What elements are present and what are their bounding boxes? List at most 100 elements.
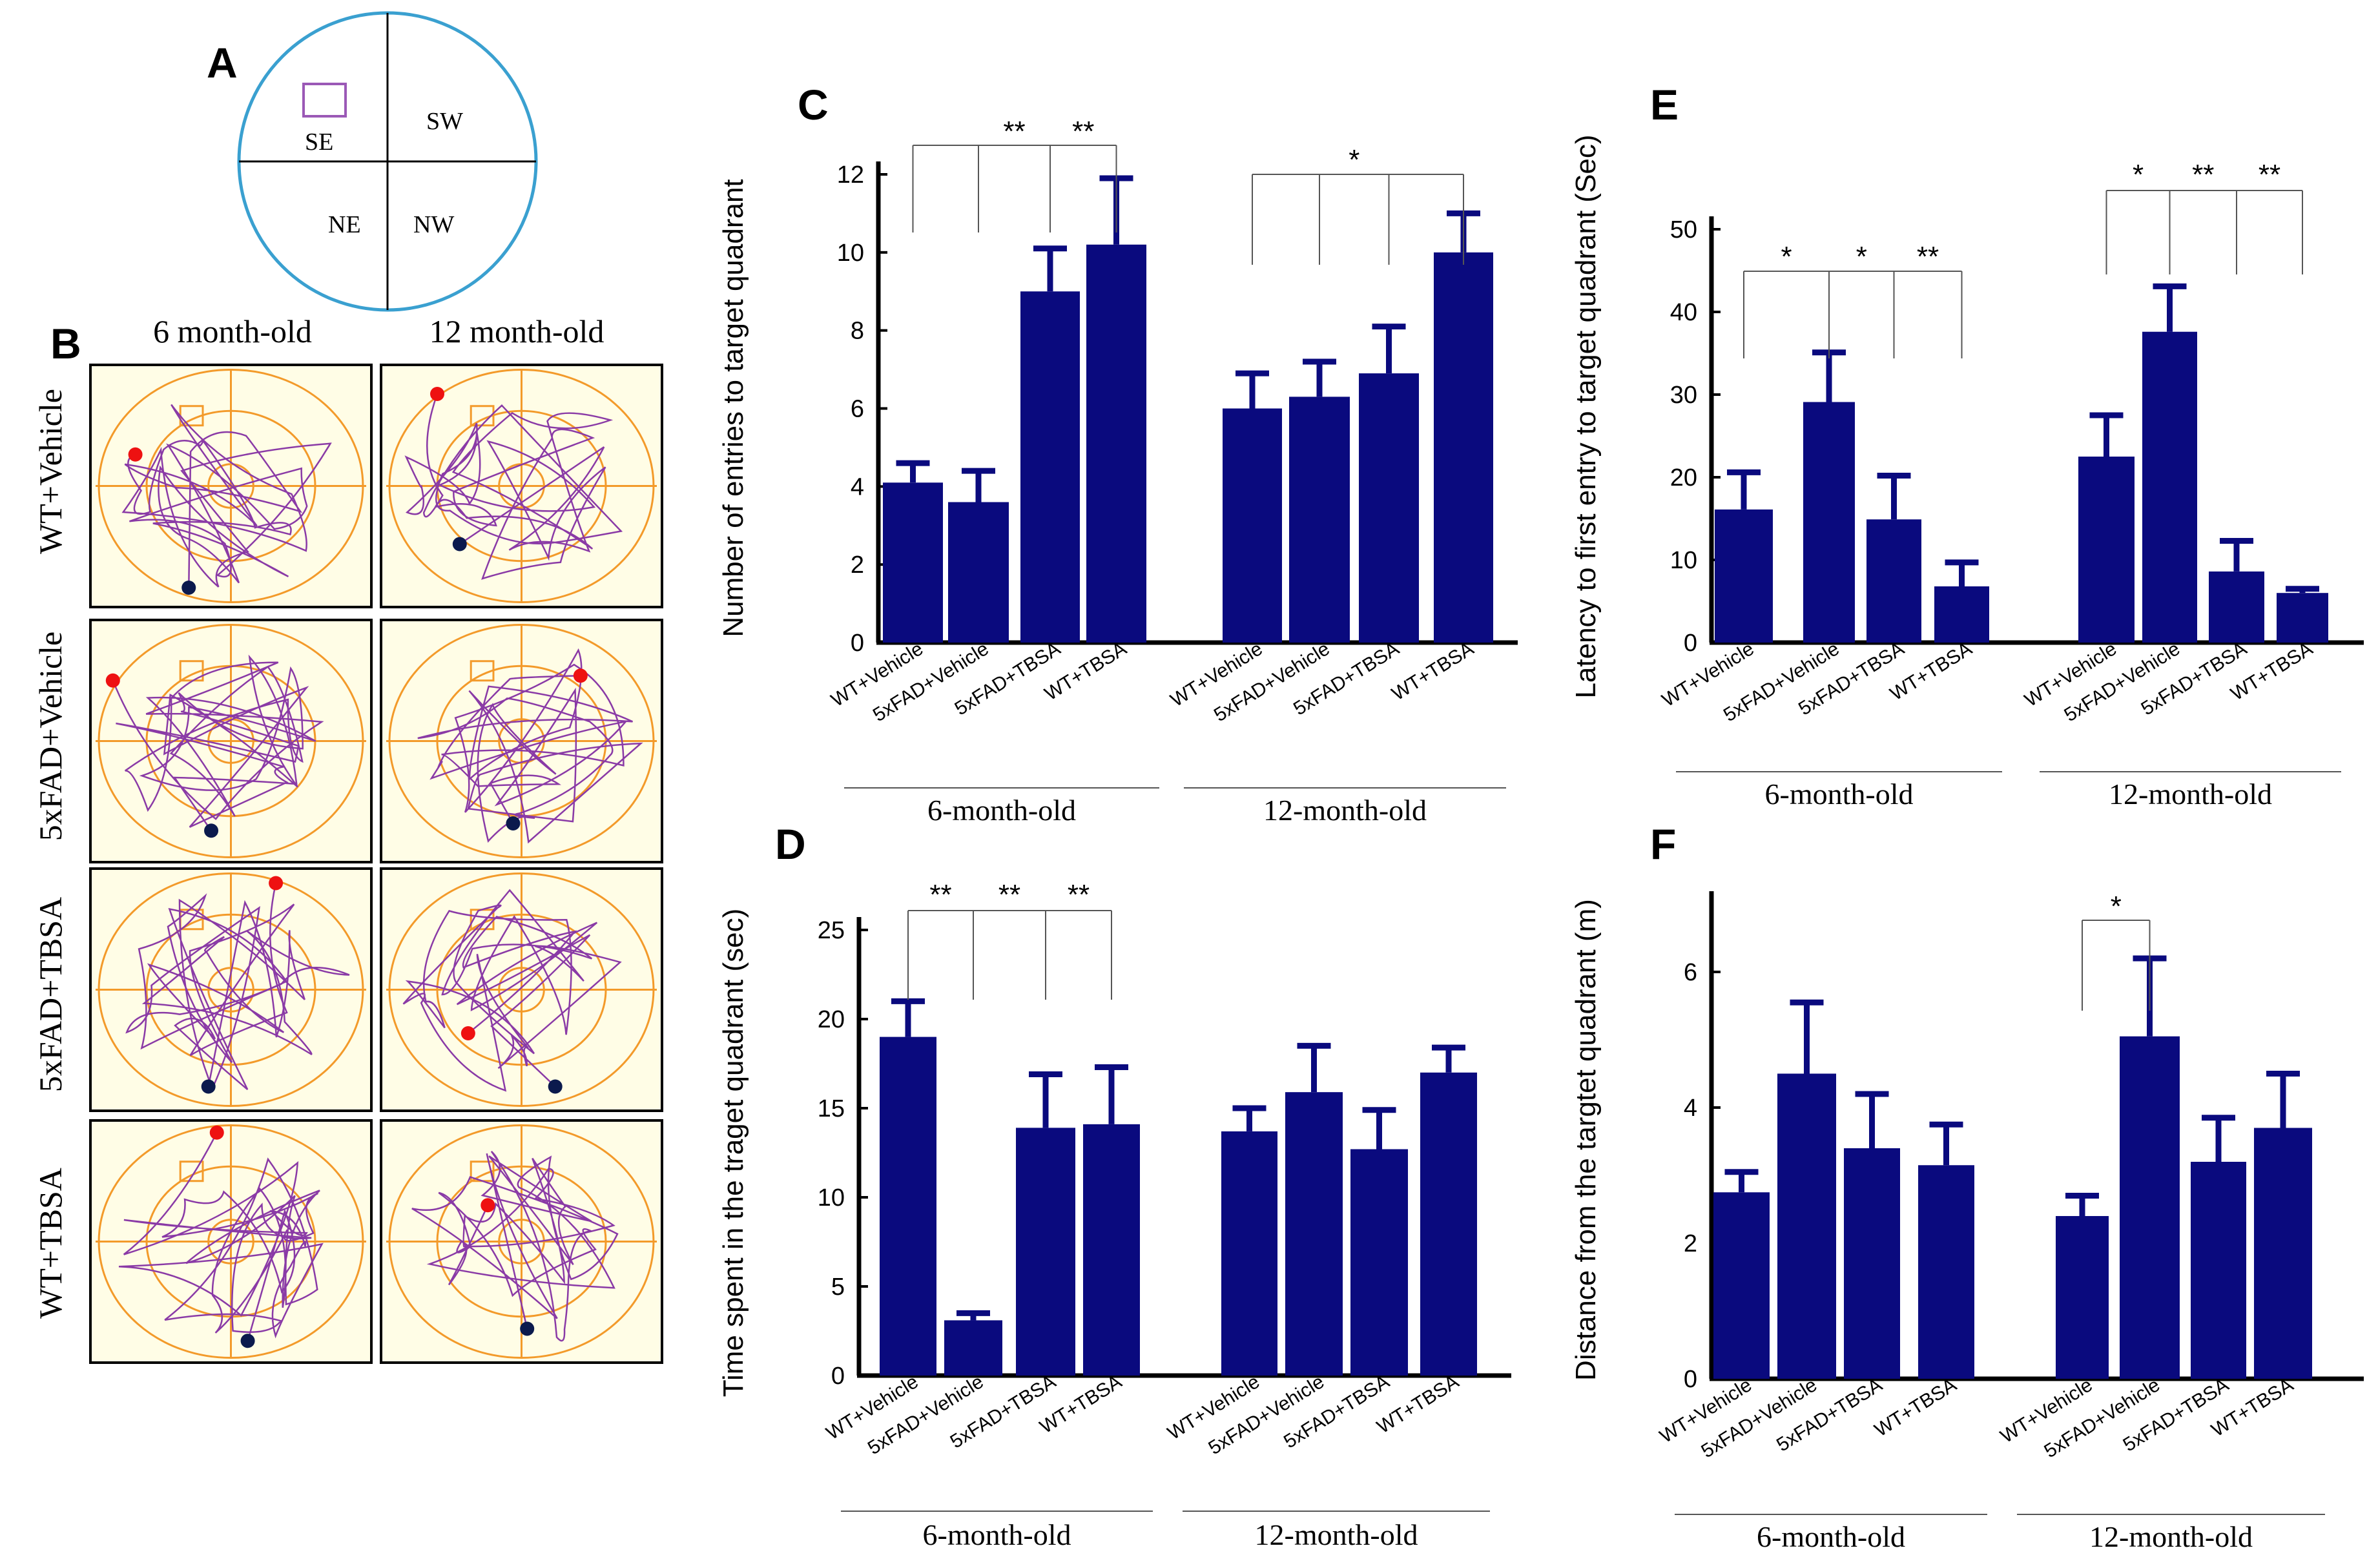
chart-c-y-tick-label: 0 (851, 630, 864, 657)
chart-c-category-label: WT+TBSA (1388, 638, 1477, 705)
chart-c-bar (1434, 252, 1493, 643)
chart-d-y-tick-label: 25 (818, 917, 845, 944)
start-dot (209, 1125, 224, 1140)
chart-e-sig-mark: * (2133, 159, 2144, 191)
chart-d-group-label: 12-month-old (1255, 1518, 1418, 1551)
chart-c-category-label: 5xFAD+Vehicle (869, 638, 993, 726)
chart-e-sig-mark: * (1856, 241, 1867, 273)
chart-e-y-tick-label: 0 (1684, 630, 1697, 657)
chart-d-time-spent: 0 5 10 15 20 25 Time spent in the traget quadr… (718, 879, 1511, 1551)
end-dot (506, 816, 521, 830)
chart-e-bar (1715, 509, 1773, 643)
chart-e-y-tick-label: 50 (1670, 216, 1697, 243)
chart-c-bar (883, 482, 943, 643)
chart-f-y-tick-label: 6 (1684, 959, 1697, 986)
chart-c-entries: 0 2 4 6 8 10 12 Number of entries to target qua… (718, 116, 1518, 827)
chart-e-category-label: 5xFAD+Vehicle (2060, 638, 2184, 726)
chart-e-bar (2142, 331, 2197, 643)
start-dot (105, 673, 120, 688)
panel-letter-b: B (50, 320, 81, 367)
swim-path (417, 648, 643, 844)
chart-e-bar (2078, 457, 2135, 643)
chart-d-bar (1016, 1128, 1075, 1376)
chart-d-group-label: 6-month-old (923, 1518, 1071, 1551)
chart-d-sig-mark: ** (929, 879, 951, 911)
chart-f-y-tick-label: 2 (1684, 1230, 1697, 1257)
arena-5xfad-tbsa-6m (89, 867, 373, 1112)
chart-c-sig-mark: * (1349, 144, 1360, 176)
chart-c-y-tick-label: 2 (851, 552, 864, 579)
arena-platform (470, 660, 495, 682)
chart-d-bar (1221, 1131, 1277, 1376)
panel-letter-d: D (775, 820, 806, 868)
chart-e-bar (1866, 519, 1921, 643)
chart-d-y-tick-label: 20 (818, 1006, 845, 1033)
panel-letter-e: E (1650, 81, 1679, 129)
arena-5xfad-vehicle-12m (380, 619, 663, 863)
start-dot (269, 876, 284, 891)
chart-c-bar (948, 502, 1009, 643)
chart-d-bar (1285, 1092, 1343, 1376)
start-dot (128, 447, 143, 462)
end-dot (240, 1334, 255, 1348)
platform-marker (302, 83, 347, 118)
row-title-5xfad-vehicle: 5xFAD+Vehicle (32, 632, 68, 841)
quadrant-label-nw: NW (413, 211, 454, 238)
chart-f-bar (1713, 1192, 1770, 1379)
chart-d-y-tick-label: 15 (818, 1095, 845, 1122)
chart-c-group-label: 6-month-old (927, 794, 1076, 827)
chart-c-y-tick-label: 6 (851, 396, 864, 423)
chart-d-sig-mark: ** (1068, 879, 1090, 911)
chart-d-bar (1350, 1149, 1408, 1376)
chart-c-bar (1223, 408, 1282, 643)
end-dot (452, 537, 467, 552)
chart-e-y-tick-label: 20 (1670, 464, 1697, 491)
column-title-6-month: 6 month-old (153, 313, 312, 349)
chart-f-group-label: 6-month-old (1757, 1520, 1905, 1553)
chart-f-bar (1844, 1148, 1900, 1379)
end-dot (548, 1079, 563, 1094)
end-dot (201, 1079, 216, 1094)
chart-f-sig-mark: * (2111, 891, 2122, 922)
end-dot (181, 581, 196, 595)
chart-e-group-label: 6-month-old (1765, 778, 1914, 810)
chart-e-sig-mark: ** (2192, 159, 2214, 191)
chart-d-sig-mark: ** (998, 879, 1020, 911)
chart-c-bar (1086, 244, 1146, 643)
panel-letter-a: A (207, 39, 238, 87)
swim-path (404, 393, 623, 580)
chart-f-y-tick-label: 0 (1684, 1366, 1697, 1393)
chart-f-bar (1777, 1073, 1836, 1379)
panel-f: F 0 2 4 6 Distance from the targtet quadrant… (1570, 820, 2364, 1553)
swim-path (411, 1151, 619, 1342)
panel-b: B 6 month-old 12 month-old WT+Vehicle 5x… (32, 313, 663, 1364)
chart-c-sig-mark: ** (1003, 116, 1025, 147)
arena-5xfad-tbsa-12m (380, 867, 663, 1112)
row-title-wt-tbsa: WT+TBSA (32, 1168, 68, 1319)
chart-f-y-axis-title: Distance from the targtet quadrant (m) (1570, 899, 1602, 1381)
chart-f-category-label: 5xFAD+Vehicle (2040, 1374, 2164, 1462)
chart-e-y-tick-label: 10 (1670, 547, 1697, 574)
start-dot (573, 668, 588, 683)
row-title-5xfad-tbsa: 5xFAD+TBSA (32, 897, 68, 1092)
chart-e-bar (1803, 402, 1855, 643)
chart-d-y-tick-label: 10 (818, 1184, 845, 1212)
chart-c-y-axis-title: Number of entries to target quadrant (718, 179, 749, 637)
chart-c-sig-mark: ** (1072, 116, 1094, 147)
chart-f-bar (2254, 1128, 2312, 1379)
panel-letter-c: C (798, 81, 829, 129)
column-title-12-month: 12 month-old (429, 313, 605, 349)
chart-c-category-label: 5xFAD+Vehicle (1210, 638, 1334, 726)
chart-e-bar (2209, 571, 2264, 643)
chart-e-sig-mark: ** (1917, 241, 1939, 273)
chart-e-sig-mark: * (1781, 241, 1792, 273)
chart-c-group-label: 12-month-old (1263, 794, 1427, 827)
chart-f-group-label: 12-month-old (2089, 1520, 2253, 1553)
end-dot (204, 823, 219, 838)
chart-c-y-tick-label: 8 (851, 318, 864, 345)
quadrant-label-ne: NE (328, 211, 361, 238)
chart-e-sig-mark: ** (2259, 159, 2280, 191)
chart-e-latency: 0 10 20 30 40 50 Latency to first entry to tar… (1570, 134, 2364, 810)
chart-f-bar (2120, 1036, 2180, 1379)
chart-c-y-tick-label: 4 (851, 473, 864, 500)
